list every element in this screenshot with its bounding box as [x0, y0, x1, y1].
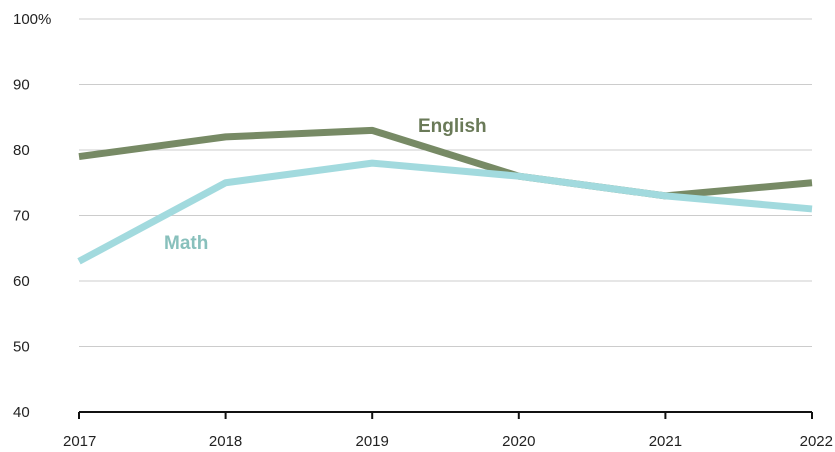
y-tick-label: 70 — [13, 208, 30, 225]
y-tick-label: 90 — [13, 77, 30, 94]
y-tick-label: 60 — [13, 273, 30, 290]
y-axis: 40 50 60 70 80 90 100% — [13, 11, 51, 421]
x-tick-label: 2022 — [800, 433, 833, 450]
y-tick-label: 100% — [13, 11, 51, 28]
series-lines — [77, 126, 813, 265]
x-axis: 2017 2018 2019 2020 2021 2022 — [63, 411, 833, 450]
x-tick-label: 2019 — [356, 433, 389, 450]
series-line-english — [78, 126, 813, 200]
series-line-math — [77, 159, 813, 265]
series-label-math: Math — [164, 233, 208, 254]
gridlines — [79, 18, 812, 347]
y-tick-label: 50 — [13, 339, 30, 356]
x-tick-label: 2021 — [649, 433, 682, 450]
x-tick-label: 2018 — [209, 433, 242, 450]
series-label-english: English — [418, 116, 487, 137]
y-tick-label: 40 — [13, 404, 30, 421]
x-tick-label: 2020 — [502, 433, 535, 450]
y-tick-label: 80 — [13, 142, 30, 159]
x-tick-label: 2017 — [63, 433, 96, 450]
